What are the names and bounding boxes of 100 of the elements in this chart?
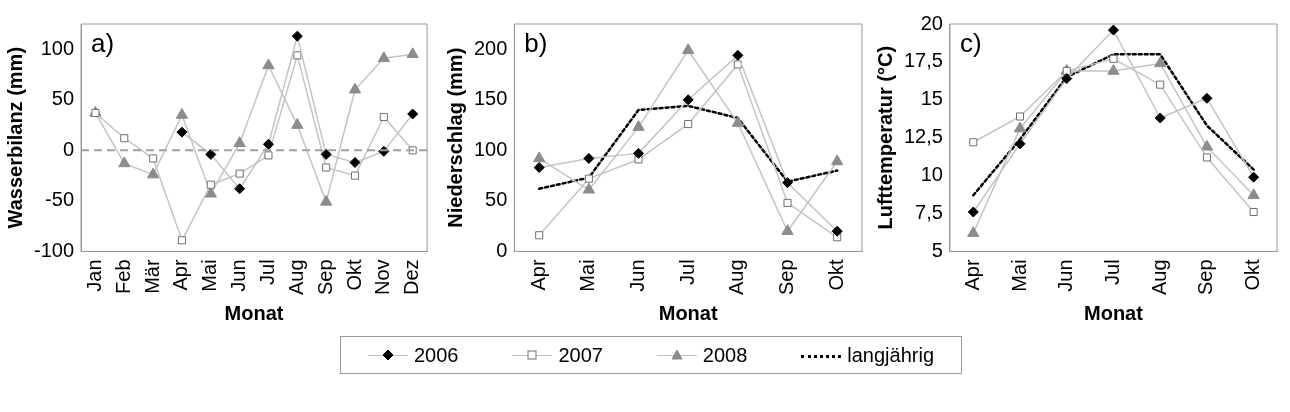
x-tick-label: Mai [1007, 259, 1030, 292]
point [293, 51, 302, 60]
point [350, 171, 360, 180]
chart-title: b) [524, 28, 548, 59]
x-tick-label: Okt [342, 258, 365, 291]
x-tick-label: Jun [1054, 259, 1077, 292]
point [533, 162, 545, 174]
y-tick-label: 0 [496, 238, 508, 261]
x-tick-label: Apr [169, 259, 192, 291]
point [584, 174, 593, 183]
x-tick-label: Sep [775, 259, 798, 296]
legend-label: 2006 [413, 343, 459, 367]
point [967, 226, 980, 237]
point [206, 180, 215, 189]
y-tick-label: 20 [920, 11, 943, 34]
point [583, 152, 595, 164]
legend-label: langjährig [847, 343, 935, 367]
x-tick-label: Jul [1100, 259, 1123, 285]
x-tick-label: Okt [824, 258, 847, 291]
point [348, 82, 362, 94]
point [291, 30, 303, 42]
y-tick-label: 15 [920, 87, 943, 110]
chart-title: c) [959, 28, 982, 59]
y-tick-label: 17,5 [903, 49, 943, 72]
x-tick-label: Sep [1194, 259, 1217, 296]
legend-label: 2007 [558, 343, 603, 367]
y-tick-label: 5 [931, 238, 943, 261]
y-axis-title: Wasserbilanz (mm) [3, 46, 26, 229]
point [731, 116, 744, 127]
point [969, 138, 978, 147]
point [1154, 56, 1167, 68]
x-tick-label: Jul [255, 259, 278, 285]
y-tick-label: 100 [473, 137, 508, 160]
x-tick-label: Jan [82, 259, 105, 292]
point [682, 94, 694, 106]
point [535, 231, 544, 240]
y-tick-label: 50 [51, 87, 75, 110]
y-tick-label: -50 [45, 188, 75, 211]
y-tick-label: -100 [34, 238, 75, 261]
x-tick-label: Aug [1147, 259, 1170, 296]
point [205, 148, 217, 160]
point [175, 107, 189, 119]
x-tick-label: Apr [526, 259, 549, 291]
point [783, 198, 792, 207]
point [320, 194, 333, 206]
x-tick-label: Dez [400, 259, 423, 295]
x-tick-label: Jun [626, 259, 649, 292]
point [177, 236, 186, 245]
point [684, 120, 693, 129]
x-tick-label: Mai [198, 259, 221, 292]
y-tick-label: 50 [485, 188, 508, 211]
point [1061, 73, 1073, 85]
point [407, 108, 419, 120]
legend-label: 2008 [702, 343, 748, 367]
point [582, 182, 595, 194]
x-tick-label: Jul [675, 259, 698, 285]
point [831, 154, 844, 166]
point [120, 134, 129, 143]
point [262, 58, 275, 70]
y-tick-label: 0 [62, 137, 75, 160]
y-tick-label: 7,5 [915, 201, 943, 224]
point [1201, 92, 1213, 104]
point [533, 151, 546, 163]
x-tick-label: Mai [576, 259, 599, 292]
point [633, 147, 645, 159]
y-tick-label: 10 [920, 163, 943, 186]
point [1014, 138, 1026, 150]
y-axis-title: Niederschlag (mm) [443, 47, 466, 228]
y-axis-title: Lufttemperatur (°C) [873, 45, 896, 230]
point [1107, 64, 1120, 75]
x-tick-label: Aug [725, 259, 748, 296]
point [379, 112, 388, 122]
point [831, 225, 843, 237]
point [1154, 112, 1166, 124]
point [1013, 121, 1027, 133]
point [322, 163, 331, 172]
x-tick-label: Mär [140, 259, 163, 294]
point [291, 118, 304, 129]
point [234, 183, 246, 195]
point [149, 154, 158, 163]
point [262, 138, 274, 150]
x-axis-title: Monat [658, 301, 718, 324]
point [1248, 171, 1260, 183]
point [235, 169, 244, 178]
x-tick-label: Feb [111, 259, 134, 294]
x-tick-label: Sep [313, 259, 336, 296]
point [1249, 207, 1258, 217]
point [147, 167, 160, 179]
point [782, 177, 794, 189]
x-tick-label: Apr [960, 259, 983, 291]
x-axis-title: Monat [224, 301, 284, 324]
y-tick-label: 200 [473, 36, 508, 59]
point [1015, 112, 1025, 121]
point [1200, 139, 1214, 151]
chart-title: a) [91, 28, 115, 59]
x-tick-label: Jun [227, 259, 250, 292]
point [781, 224, 794, 235]
x-tick-label: Aug [284, 259, 307, 296]
point [682, 43, 695, 55]
point [1107, 24, 1119, 36]
